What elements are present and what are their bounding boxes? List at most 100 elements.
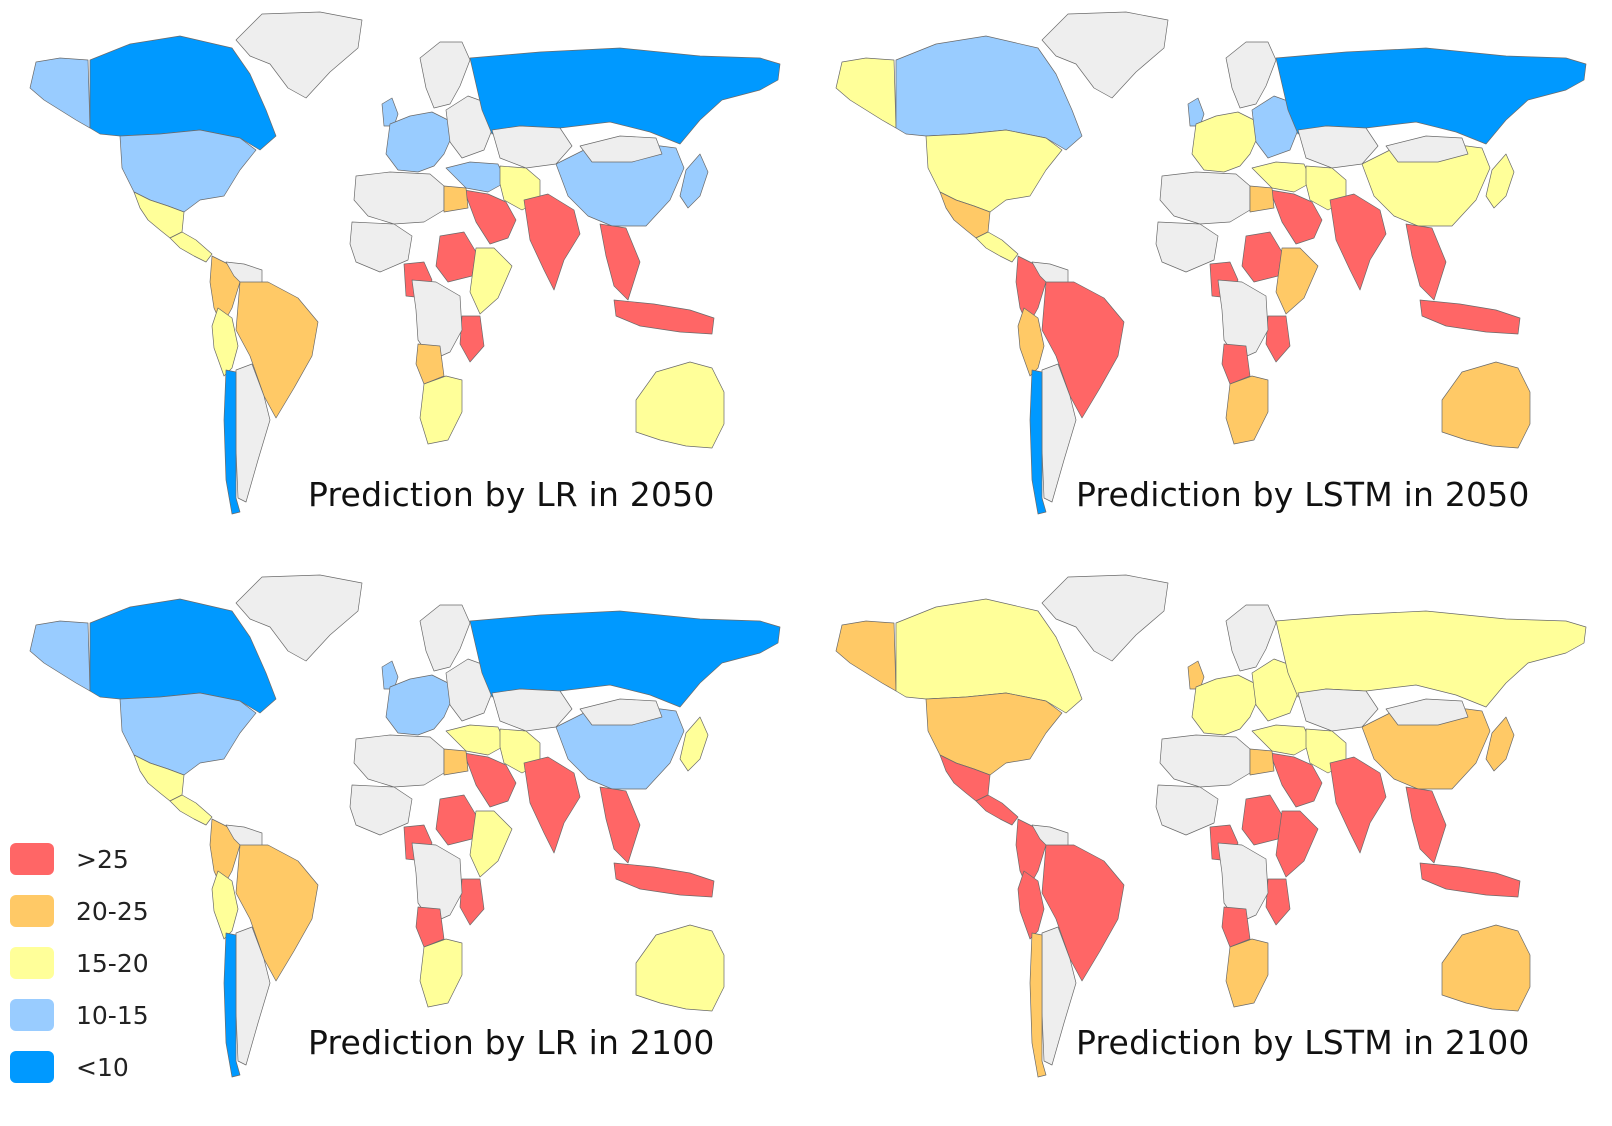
region-mongolia [579, 135, 663, 163]
legend: >25 20-25 15-20 10-15 <10 [10, 843, 170, 1103]
legend-item-20-25: 20-25 [10, 895, 170, 947]
region-west-europe [385, 111, 453, 173]
caption-lstm-2100: Prediction by LSTM in 2100 [1076, 1023, 1530, 1062]
region-uk [1187, 660, 1205, 690]
region-egypt [1249, 748, 1275, 776]
region-south-africa [419, 375, 463, 445]
region-chile [1029, 932, 1047, 1078]
region-uk [381, 660, 399, 690]
map-panel-lr-2050: Prediction by LR in 2050 [0, 0, 806, 563]
region-indonesia [613, 299, 715, 335]
region-tanzania [459, 315, 485, 363]
legend-swatch [10, 999, 54, 1031]
region-sudan [1241, 794, 1283, 846]
legend-label: 10-15 [76, 1001, 149, 1030]
region-argentina [1041, 926, 1077, 1066]
region-greenland [1041, 574, 1169, 662]
region-alaska [835, 620, 897, 692]
region-east-europe [445, 95, 493, 159]
map-panel-lr-2100: Prediction by LR in 2100 [0, 563, 806, 1126]
region-argentina [235, 363, 271, 503]
region-argentina [1041, 363, 1077, 503]
region-chile [223, 932, 241, 1078]
region-east-africa [469, 810, 513, 878]
region-brazil [235, 281, 319, 419]
region-mongolia [1385, 135, 1469, 163]
region-north-africa [353, 734, 445, 788]
region-mongolia [579, 698, 663, 726]
region-tanzania [459, 878, 485, 926]
region-saudi [463, 189, 517, 245]
region-east-africa [1275, 247, 1319, 315]
caption-lr-2100: Prediction by LR in 2100 [308, 1023, 715, 1062]
region-india [523, 756, 581, 854]
region-se-asia [599, 223, 641, 301]
region-tanzania [1265, 315, 1291, 363]
region-indonesia [1419, 299, 1521, 335]
region-central-africa [1217, 842, 1269, 924]
region-kazakhstan [1297, 688, 1379, 732]
region-chile [223, 369, 241, 515]
region-canada [895, 35, 1083, 151]
map-panel-lstm-2100: Prediction by LSTM in 2100 [806, 563, 1612, 1126]
region-argentina [235, 926, 271, 1066]
region-east-europe [1251, 658, 1299, 722]
region-central-america [169, 794, 213, 826]
region-indonesia [613, 862, 715, 898]
region-mongolia [1385, 698, 1469, 726]
region-india [1329, 756, 1387, 854]
region-kazakhstan [1297, 125, 1379, 169]
region-peru [211, 870, 239, 940]
region-scandinavia [419, 604, 471, 672]
legend-item-15-20: 15-20 [10, 947, 170, 999]
region-tanzania [1265, 878, 1291, 926]
region-north-africa [1159, 171, 1251, 225]
legend-label: 20-25 [76, 897, 149, 926]
region-central-africa [411, 842, 463, 924]
region-south-africa [1225, 938, 1269, 1008]
region-alaska [29, 57, 91, 129]
legend-label: >25 [76, 845, 129, 874]
region-east-europe [445, 658, 493, 722]
region-canada [895, 598, 1083, 714]
region-west-africa [1155, 784, 1219, 836]
region-scandinavia [1225, 604, 1277, 672]
caption-lstm-2050: Prediction by LSTM in 2050 [1076, 475, 1530, 514]
region-greenland [1041, 11, 1169, 99]
world-map-lr-2050 [29, 11, 781, 515]
region-east-europe [1251, 95, 1299, 159]
region-india [523, 193, 581, 291]
region-se-asia [1405, 223, 1447, 301]
region-brazil [1041, 281, 1125, 419]
region-chile [1029, 369, 1047, 515]
region-east-africa [469, 247, 513, 315]
region-egypt [443, 748, 469, 776]
region-indonesia [1419, 862, 1521, 898]
region-kazakhstan [491, 125, 573, 169]
region-canada [89, 598, 277, 714]
world-map-lstm-2100 [835, 574, 1587, 1078]
region-australia [635, 361, 725, 449]
region-central-america [975, 794, 1019, 826]
region-west-europe [385, 674, 453, 736]
region-saudi [463, 752, 517, 808]
region-japan [679, 153, 709, 209]
region-alaska [29, 620, 91, 692]
region-australia [1441, 361, 1531, 449]
region-alaska [835, 57, 897, 129]
legend-swatch [10, 895, 54, 927]
region-se-asia [599, 786, 641, 864]
legend-item-lt10: <10 [10, 1051, 170, 1103]
region-brazil [1041, 844, 1125, 982]
region-peru [1017, 307, 1045, 377]
region-greenland [235, 11, 363, 99]
region-central-america [975, 231, 1019, 263]
region-greenland [235, 574, 363, 662]
region-australia [1441, 924, 1531, 1012]
region-north-africa [1159, 734, 1251, 788]
region-west-africa [349, 221, 413, 273]
region-egypt [443, 185, 469, 213]
region-canada [89, 35, 277, 151]
legend-label: 15-20 [76, 949, 149, 978]
region-sudan [435, 794, 477, 846]
